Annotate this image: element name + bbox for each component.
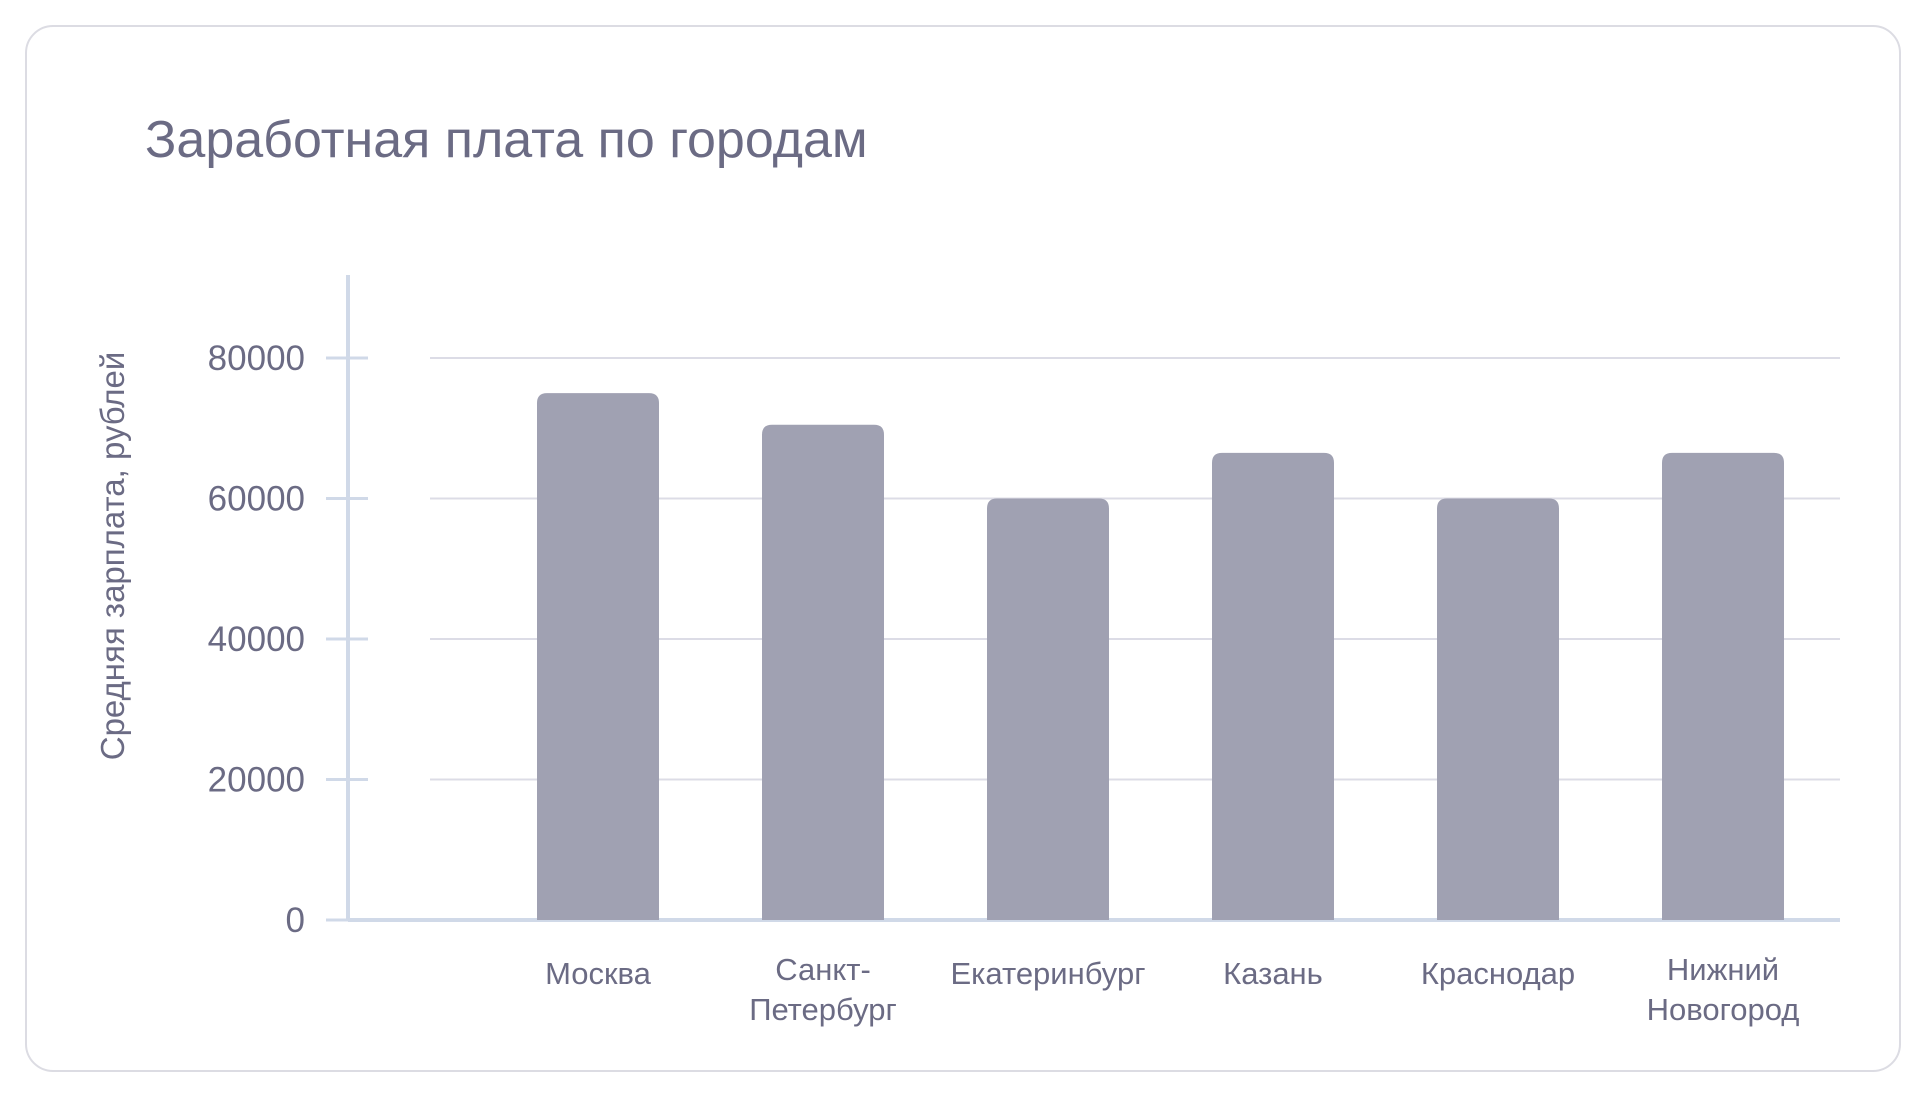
bar xyxy=(762,424,884,920)
chart-card xyxy=(25,25,1901,1072)
grid-lines xyxy=(430,357,1840,781)
y-tick-label: 80000 xyxy=(208,339,305,378)
x-tick-label: Москва xyxy=(545,956,652,991)
x-tick-label: Санкт-Петербург xyxy=(749,952,897,1027)
x-tick-label: Краснодар xyxy=(1421,956,1575,991)
bar xyxy=(1662,452,1784,920)
bar xyxy=(537,393,659,920)
y-tick-label: 60000 xyxy=(208,480,305,519)
y-tick-label: 20000 xyxy=(208,761,305,800)
y-tick-label: 0 xyxy=(286,901,305,940)
bars xyxy=(537,393,1784,920)
x-tick-label: Нижний Новогород xyxy=(1647,952,1800,1027)
chart-title: Заработная плата по городам xyxy=(145,111,868,169)
bar xyxy=(1212,452,1334,920)
y-axis: 0 20000 40000 60000 80000 xyxy=(208,275,1840,940)
y-axis-title: Средняя зарплата, рублей xyxy=(94,352,131,761)
y-tick-label: 40000 xyxy=(208,620,305,659)
bar xyxy=(1437,498,1559,920)
bar xyxy=(987,498,1109,920)
category-labels: Москва Санкт-Петербург Екатеринбург Казань К… xyxy=(545,952,1799,1027)
x-tick-label: Казань xyxy=(1223,956,1323,991)
x-tick-label: Екатеринбург xyxy=(950,956,1145,991)
